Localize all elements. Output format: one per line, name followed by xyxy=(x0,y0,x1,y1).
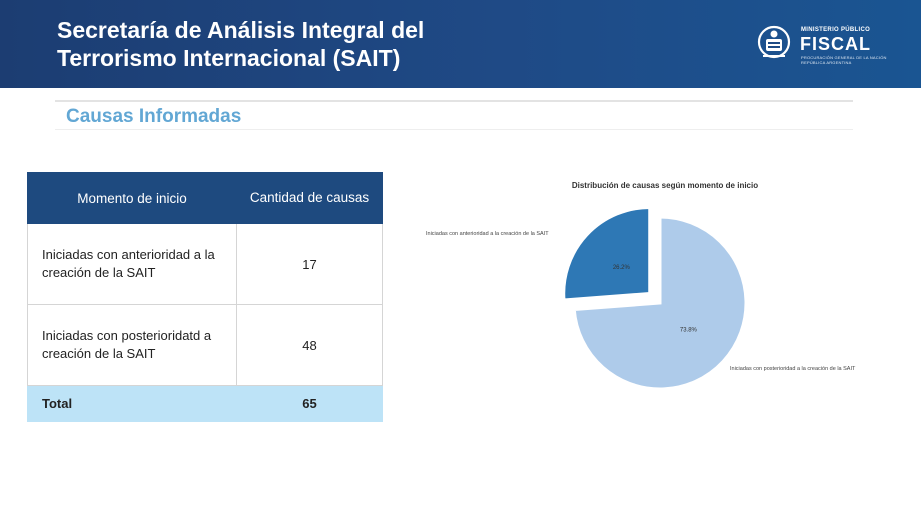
pie-slice-category-label: Iniciadas con posterioridad a la creació… xyxy=(730,366,856,372)
table-header-row: Momento de inicio Cantidad de causas xyxy=(27,172,383,224)
row-label: Iniciadas con posterioridatd a creación … xyxy=(27,304,237,386)
pie-slice-percent-label: 26.2% xyxy=(613,265,631,271)
logo-subtitle-line1: PROCURACIÓN GENERAL DE LA NACIÓN xyxy=(801,55,887,60)
page-title: Secretaría de Análisis Integral del Terr… xyxy=(57,16,424,72)
ministerio-publico-fiscal-logo: MINISTERIO PÚBLICO FISCAL PROCURACIÓN GE… xyxy=(757,24,887,66)
logo-subtitle: PROCURACIÓN GENERAL DE LA NACIÓN REPÚBLI… xyxy=(801,55,887,65)
chart-title: Distribución de causas según momento de … xyxy=(571,181,759,190)
section-divider-top xyxy=(55,100,853,102)
logo-main-text: FISCAL xyxy=(800,34,871,54)
page-title-line2: Terrorismo Internacional (SAIT) xyxy=(57,45,401,71)
causas-table: Momento de inicio Cantidad de causas Ini… xyxy=(27,172,383,422)
total-label: Total xyxy=(27,385,237,422)
table-total-row: Total 65 xyxy=(27,385,383,422)
pie-slice-2 xyxy=(572,215,748,391)
section-title: Causas Informadas xyxy=(66,106,242,127)
page-title-line1: Secretaría de Análisis Integral del xyxy=(57,17,425,43)
column-header-cantidad: Cantidad de causas xyxy=(236,172,383,224)
section-divider-bottom xyxy=(55,129,853,130)
pie-slice-1 xyxy=(562,205,652,302)
logo-small-text: MINISTERIO PÚBLICO xyxy=(801,27,871,33)
pie-slice-category-label: Iniciadas con anterioridad a la creación… xyxy=(426,231,549,237)
logo-subtitle-line2: REPÚBLICA ARGENTINA xyxy=(801,60,852,65)
shield-emblem-icon xyxy=(757,25,791,59)
pie-slice-percent-label: 73.8% xyxy=(680,327,698,333)
header-banner: Secretaría de Análisis Integral del Terr… xyxy=(0,0,921,88)
total-value: 65 xyxy=(236,385,383,422)
table-row: Iniciadas con posterioridatd a creación … xyxy=(27,304,383,386)
column-header-momento: Momento de inicio xyxy=(27,172,237,224)
